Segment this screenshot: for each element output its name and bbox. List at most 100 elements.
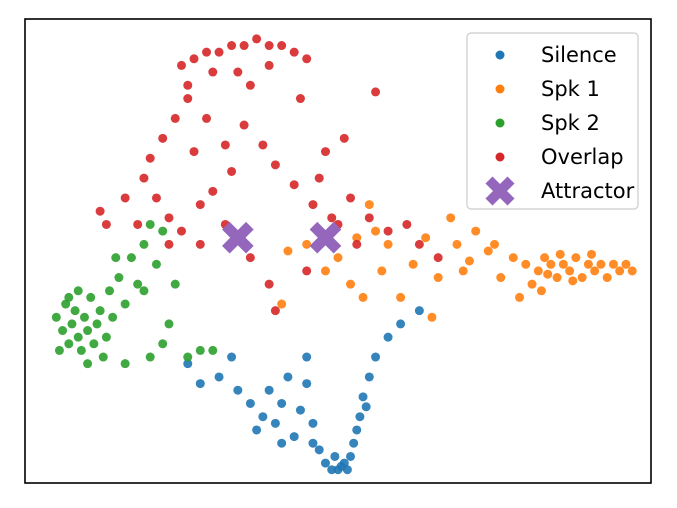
silence-point-30 bbox=[414, 306, 424, 316]
overlap-point-58 bbox=[264, 60, 274, 70]
spk-1-point-22 bbox=[540, 253, 550, 263]
spk-1-point-6 bbox=[364, 200, 374, 210]
overlap-point-44 bbox=[320, 147, 330, 157]
spk-1-point-13 bbox=[446, 213, 456, 223]
silence-point-35 bbox=[308, 438, 318, 448]
overlap-point-23 bbox=[258, 140, 268, 150]
spk-1-point-19 bbox=[508, 253, 518, 263]
spk-2-point-36 bbox=[139, 286, 149, 296]
silence-point-23 bbox=[352, 425, 362, 435]
spk-1-point-17 bbox=[483, 246, 493, 256]
silence-point-36 bbox=[361, 402, 371, 412]
overlap-point-7 bbox=[264, 41, 274, 51]
overlap-point-9 bbox=[289, 47, 299, 57]
spk-2-point-19 bbox=[120, 299, 130, 309]
overlap-point-37 bbox=[302, 266, 312, 276]
silence-point-13 bbox=[308, 418, 318, 428]
legend-item-attractor: Attractor bbox=[485, 176, 635, 206]
points-layer bbox=[51, 34, 637, 475]
silence-point-1 bbox=[195, 379, 205, 389]
overlap-point-12 bbox=[170, 113, 180, 123]
spk-1-point-47 bbox=[490, 239, 499, 249]
spk-2-point-21 bbox=[133, 279, 143, 289]
silence-point-3 bbox=[233, 385, 243, 395]
spk-2-point-31 bbox=[158, 339, 168, 349]
spk-2-point-14 bbox=[98, 352, 108, 362]
spk-2-point-29 bbox=[195, 345, 205, 355]
spk-1-point-38 bbox=[536, 286, 546, 296]
silence-point-8 bbox=[277, 398, 287, 408]
legend-marker-spk-2 bbox=[495, 118, 505, 128]
silence-point-24 bbox=[355, 412, 365, 422]
spk-2-point-7 bbox=[76, 345, 86, 355]
series-spk-2 bbox=[51, 219, 218, 369]
overlap-point-21 bbox=[220, 140, 230, 150]
legend-item-silence: Silence bbox=[495, 43, 617, 67]
overlap-point-10 bbox=[302, 54, 312, 64]
silence-point-26 bbox=[364, 372, 374, 382]
legend-label-attractor: Attractor bbox=[541, 179, 635, 203]
spk-2-point-39 bbox=[73, 286, 83, 296]
overlap-point-48 bbox=[202, 113, 212, 123]
spk-1-point-5 bbox=[358, 292, 368, 302]
overlap-point-18 bbox=[177, 226, 186, 236]
silence-point-16 bbox=[327, 465, 337, 475]
silence-point-7 bbox=[270, 418, 280, 428]
legend-item-spk-1: Spk 1 bbox=[495, 77, 600, 101]
spk-1-point-48 bbox=[464, 256, 474, 266]
spk-1-point-14 bbox=[452, 239, 462, 249]
spk-1-point-25 bbox=[558, 259, 568, 269]
spk-1-point-24 bbox=[552, 273, 562, 283]
overlap-point-53 bbox=[164, 239, 174, 249]
overlap-point-25 bbox=[289, 180, 299, 190]
overlap-point-47 bbox=[295, 94, 305, 104]
silence-point-2 bbox=[214, 372, 224, 382]
overlap-point-27 bbox=[327, 213, 337, 223]
spk-2-point-32 bbox=[120, 359, 130, 369]
silence-point-27 bbox=[371, 352, 381, 362]
silence-point-28 bbox=[383, 332, 393, 342]
legend-label-spk-1: Spk 1 bbox=[541, 77, 600, 101]
silence-point-21 bbox=[346, 451, 356, 461]
spk-1-point-33 bbox=[608, 259, 618, 269]
spk-1-point-9 bbox=[396, 292, 406, 302]
spk-2-point-27 bbox=[170, 279, 180, 289]
silence-point-34 bbox=[227, 352, 237, 362]
spk-2-point-15 bbox=[101, 332, 111, 342]
spk-1-point-32 bbox=[602, 273, 612, 283]
overlap-point-50 bbox=[314, 173, 324, 183]
spk-2-point-3 bbox=[64, 339, 74, 349]
spk-2-point-17 bbox=[108, 312, 118, 322]
spk-1-point-39 bbox=[515, 292, 525, 302]
legend-item-spk-2: Spk 2 bbox=[495, 111, 600, 135]
spk-2-point-4 bbox=[67, 319, 77, 329]
spk-2-point-26 bbox=[164, 319, 174, 329]
spk-1-point-42 bbox=[377, 266, 387, 276]
overlap-point-57 bbox=[208, 67, 218, 77]
silence-point-20 bbox=[342, 465, 352, 475]
silence-point-22 bbox=[349, 438, 359, 448]
silence-point-31 bbox=[277, 438, 287, 448]
spk-2-point-13 bbox=[95, 306, 105, 316]
spk-2-point-10 bbox=[86, 292, 96, 302]
spk-1-point-45 bbox=[587, 249, 597, 259]
spk-1-point-27 bbox=[571, 253, 581, 263]
spk-1-point-35 bbox=[621, 259, 631, 269]
overlap-point-8 bbox=[277, 41, 287, 51]
silence-point-5 bbox=[258, 412, 268, 422]
spk-2-point-11 bbox=[89, 339, 99, 349]
spk-2-point-12 bbox=[92, 319, 102, 329]
overlap-point-38 bbox=[195, 239, 205, 249]
spk-1-point-20 bbox=[521, 259, 531, 269]
overlap-point-1 bbox=[189, 54, 199, 64]
overlap-point-30 bbox=[383, 226, 393, 236]
silence-point-14 bbox=[314, 445, 324, 455]
spk-1-point-3 bbox=[333, 253, 343, 263]
spk-1-point-1 bbox=[302, 239, 312, 249]
spk-2-point-1 bbox=[58, 326, 68, 336]
overlap-point-29 bbox=[364, 213, 374, 223]
spk-2-point-33 bbox=[54, 345, 64, 355]
overlap-point-52 bbox=[227, 166, 237, 176]
silence-point-12 bbox=[302, 379, 312, 389]
overlap-point-42 bbox=[233, 67, 243, 77]
